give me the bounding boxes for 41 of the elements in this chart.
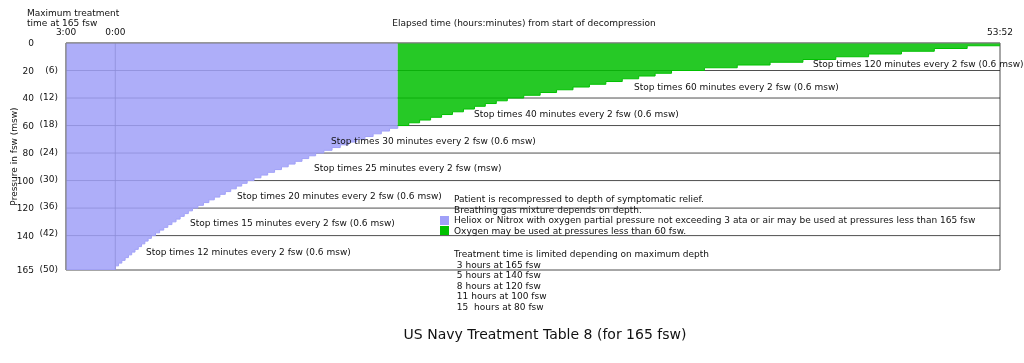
- x-tick-label: 53:52: [987, 27, 1013, 37]
- annotation: Stop times 20 minutes every 2 fsw (0.6 msw): [237, 191, 442, 201]
- y-tick-label: 40: [22, 93, 35, 104]
- y2-tick-label: (50): [39, 263, 58, 274]
- annotation: Stop times 15 minutes every 2 fsw (0.6 msw): [190, 218, 395, 228]
- y2-tick-label: (36): [39, 200, 58, 211]
- y-tick-label: 165: [16, 265, 34, 276]
- text: 11 hours at 100 fsw: [455, 291, 548, 302]
- y2-tick-label: (12): [39, 92, 58, 103]
- text: US Navy Treatment Table 8 (for 165 fsw): [402, 326, 688, 342]
- annotation: 5 hours at 140 fsw: [455, 270, 542, 281]
- y-tick-label: 120: [16, 203, 35, 214]
- text: 8 hours at 120 fsw: [455, 280, 542, 291]
- annotation: 3 hours at 165 fsw: [455, 259, 542, 270]
- legend-label: Heliox or Nitrox with oxygen partial pressure not exceeding 3 ata or air may be used at pressures less than 165 fsw: [453, 215, 976, 226]
- y-tick-label: 80: [22, 148, 35, 159]
- annotation: Stop times 120 minutes every 2 fsw (0.6 msw): [813, 59, 1024, 69]
- annotation: Stop times 40 minutes every 2 fsw (0.6 msw): [474, 109, 679, 119]
- y2-tick-label: (6): [45, 65, 58, 76]
- annotation: Stop times 25 minutes every 2 fsw (msw): [314, 163, 502, 173]
- annotation: Stop times 60 minutes every 2 fsw (0.6 msw): [634, 82, 839, 92]
- annotation: Treatment time is limited depending on maximum depth: [453, 249, 710, 260]
- y-tick-label: 0: [28, 38, 35, 49]
- annotation: Stop times 12 minutes every 2 fsw (0.6 msw): [146, 247, 351, 257]
- y-tick-label: 140: [16, 230, 35, 241]
- y-tick-label: 60: [22, 120, 35, 131]
- x-tick-label: 0:00: [105, 27, 126, 37]
- annotation: Stop times 30 minutes every 2 fsw (0.6 msw): [331, 136, 536, 146]
- text: Maximum treatment time at 165 fsw: [27, 8, 121, 28]
- y2-tick-label: (18): [39, 119, 58, 130]
- y-tick-label: 20: [22, 65, 35, 76]
- x-tick-label: 3:00: [55, 27, 77, 37]
- y2-tick-label: (30): [39, 173, 58, 184]
- legend-label: Oxygen may be used at pressures less than 60 fsw.: [453, 225, 688, 236]
- annotation: Patient is recompressed to depth of symptomatic relief.: [453, 194, 705, 205]
- text: 15 hours at 80 fsw: [455, 301, 545, 312]
- x-axis-title: Elapsed time (hours:minutes) from start of decompression: [392, 18, 656, 28]
- y2-tick-label: (42): [39, 227, 58, 238]
- annotation: Breathing gas mixture depends on depth.: [453, 204, 643, 215]
- y-tick-label: 100: [16, 175, 35, 186]
- y2-tick-label: (24): [39, 146, 58, 157]
